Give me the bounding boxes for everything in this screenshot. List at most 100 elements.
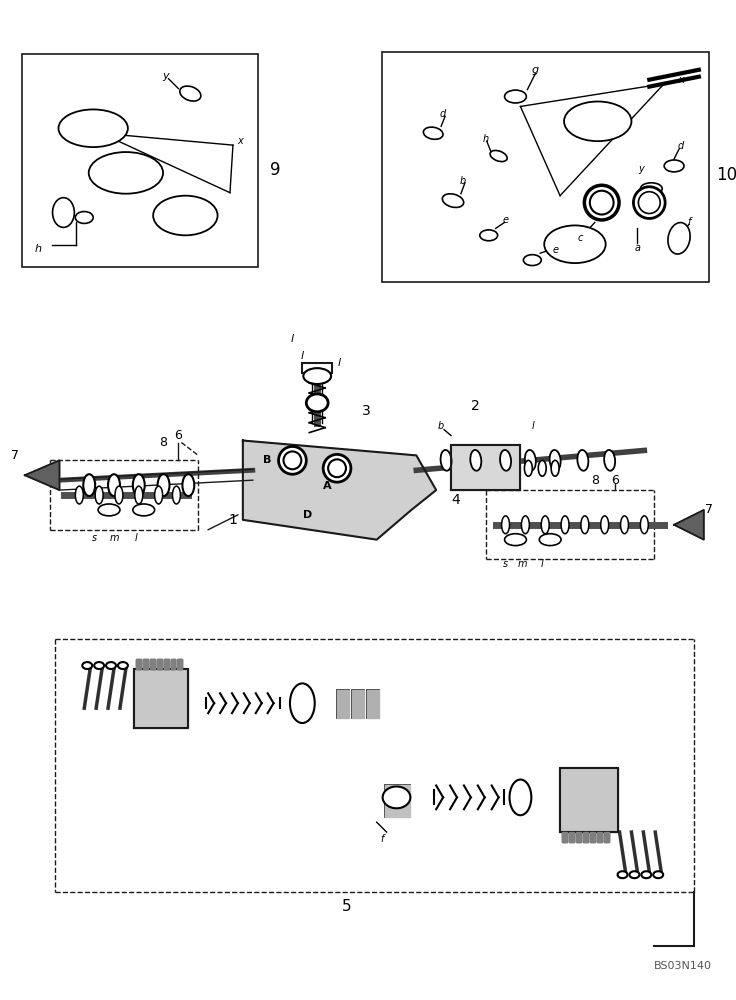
Ellipse shape — [106, 662, 116, 669]
Text: 8: 8 — [591, 474, 599, 487]
Ellipse shape — [480, 230, 498, 241]
Ellipse shape — [132, 474, 145, 496]
Ellipse shape — [634, 187, 665, 218]
Ellipse shape — [153, 196, 218, 235]
Polygon shape — [451, 445, 520, 490]
Polygon shape — [590, 832, 595, 842]
Bar — [604, 832, 609, 842]
Polygon shape — [149, 659, 155, 669]
Bar — [136, 659, 141, 669]
Bar — [569, 832, 574, 842]
Ellipse shape — [423, 127, 443, 139]
Ellipse shape — [524, 460, 532, 476]
Bar — [583, 832, 588, 842]
Ellipse shape — [564, 102, 631, 141]
Text: BS03N140: BS03N140 — [654, 961, 712, 971]
Text: 9: 9 — [270, 161, 281, 179]
Text: l: l — [135, 533, 137, 543]
Ellipse shape — [132, 504, 155, 516]
Polygon shape — [562, 832, 567, 842]
Ellipse shape — [158, 474, 169, 496]
Polygon shape — [352, 690, 364, 718]
Ellipse shape — [577, 450, 588, 471]
Text: f: f — [380, 834, 383, 844]
Ellipse shape — [523, 255, 541, 266]
Ellipse shape — [601, 516, 609, 534]
Text: x: x — [237, 136, 243, 146]
Bar — [367, 690, 378, 718]
Polygon shape — [25, 460, 60, 490]
Ellipse shape — [541, 516, 549, 534]
Text: l: l — [338, 358, 341, 368]
Ellipse shape — [118, 662, 128, 669]
Ellipse shape — [89, 152, 163, 194]
Text: 10: 10 — [716, 166, 736, 184]
Ellipse shape — [180, 86, 201, 101]
Bar — [597, 832, 602, 842]
Bar — [385, 785, 411, 817]
Polygon shape — [143, 659, 148, 669]
Ellipse shape — [135, 486, 143, 504]
Ellipse shape — [502, 516, 509, 534]
Polygon shape — [569, 832, 574, 842]
Text: s: s — [91, 533, 96, 543]
Polygon shape — [177, 659, 183, 669]
Text: h: h — [483, 134, 489, 144]
Ellipse shape — [551, 460, 559, 476]
Text: l: l — [291, 334, 294, 344]
Polygon shape — [385, 785, 411, 817]
Ellipse shape — [525, 450, 536, 471]
Ellipse shape — [505, 534, 526, 546]
Text: g: g — [531, 65, 539, 75]
Ellipse shape — [58, 109, 128, 147]
Text: f: f — [687, 217, 690, 227]
Ellipse shape — [441, 450, 452, 471]
Text: x: x — [678, 75, 684, 85]
Bar — [163, 659, 169, 669]
Bar — [22, 54, 258, 267]
Ellipse shape — [94, 662, 104, 669]
Bar — [157, 659, 162, 669]
Polygon shape — [337, 690, 349, 718]
Polygon shape — [576, 832, 581, 842]
Text: c: c — [577, 233, 583, 243]
Bar — [576, 832, 581, 842]
Ellipse shape — [278, 446, 306, 474]
Ellipse shape — [183, 474, 194, 496]
Polygon shape — [604, 832, 609, 842]
Ellipse shape — [500, 450, 511, 471]
Text: b: b — [438, 421, 445, 431]
Text: 3: 3 — [362, 404, 371, 418]
Bar — [302, 363, 332, 373]
Text: a: a — [634, 243, 640, 253]
Text: 8: 8 — [160, 436, 168, 449]
Text: 1: 1 — [228, 513, 238, 527]
Text: 5: 5 — [342, 899, 352, 914]
Text: m: m — [109, 533, 118, 543]
Ellipse shape — [155, 486, 163, 504]
Text: l: l — [532, 421, 534, 431]
Bar — [352, 690, 364, 718]
Polygon shape — [674, 510, 704, 540]
Ellipse shape — [539, 534, 561, 546]
Text: 7: 7 — [11, 449, 19, 462]
Bar — [337, 690, 349, 718]
Ellipse shape — [383, 786, 411, 808]
Text: 4: 4 — [452, 493, 460, 507]
Ellipse shape — [640, 516, 648, 534]
Ellipse shape — [561, 516, 569, 534]
Bar — [171, 659, 175, 669]
Ellipse shape — [470, 450, 481, 471]
Ellipse shape — [52, 198, 74, 227]
Bar — [562, 832, 567, 842]
Ellipse shape — [283, 451, 301, 469]
Text: l: l — [541, 559, 544, 569]
Text: 7: 7 — [705, 503, 712, 516]
Text: B: B — [263, 455, 272, 465]
Text: l: l — [301, 351, 304, 361]
Bar — [451, 445, 520, 490]
Ellipse shape — [509, 780, 531, 815]
Text: d: d — [440, 109, 446, 119]
Text: 6: 6 — [174, 429, 183, 442]
Ellipse shape — [306, 394, 328, 412]
